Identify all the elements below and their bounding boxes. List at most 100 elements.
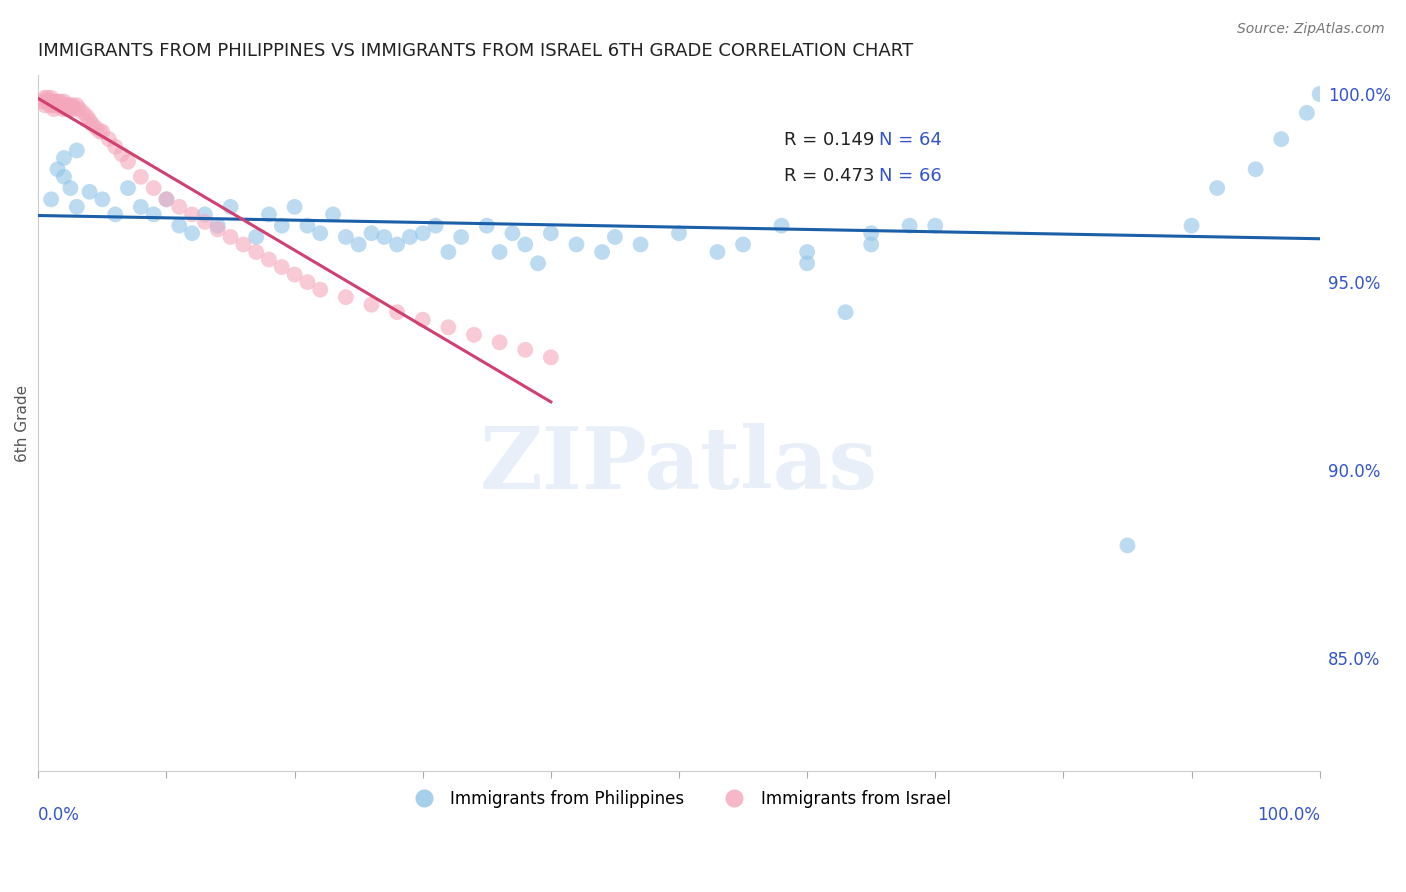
Point	[169, 200, 191, 214]
Point	[412, 226, 434, 240]
Point	[66, 144, 89, 158]
Point	[385, 237, 408, 252]
Point	[58, 102, 80, 116]
Point	[91, 125, 114, 139]
Point	[270, 260, 292, 274]
Point	[59, 181, 82, 195]
Text: Source: ZipAtlas.com: Source: ZipAtlas.com	[1237, 22, 1385, 37]
Point	[104, 207, 127, 221]
Point	[38, 95, 60, 109]
Point	[155, 192, 177, 206]
Point	[52, 102, 75, 116]
Point	[155, 192, 177, 206]
Point	[38, 95, 60, 109]
Point	[347, 237, 370, 252]
Text: IMMIGRANTS FROM PHILIPPINES VS IMMIGRANTS FROM ISRAEL 6TH GRADE CORRELATION CHAR: IMMIGRANTS FROM PHILIPPINES VS IMMIGRANT…	[38, 42, 914, 60]
Point	[924, 219, 946, 233]
Point	[129, 200, 152, 214]
Point	[1270, 132, 1292, 146]
Point	[67, 102, 90, 116]
Point	[52, 95, 75, 109]
Point	[515, 343, 537, 357]
Point	[373, 230, 395, 244]
Point	[42, 102, 65, 116]
Point	[79, 113, 101, 128]
Point	[62, 98, 84, 112]
Point	[129, 169, 152, 184]
Point	[207, 219, 229, 233]
Point	[45, 98, 67, 112]
Point	[475, 219, 498, 233]
Point	[39, 192, 62, 206]
Point	[630, 237, 652, 252]
Point	[104, 139, 127, 153]
Point	[257, 207, 280, 221]
Point	[603, 230, 626, 244]
Point	[66, 98, 89, 112]
Point	[56, 98, 79, 112]
Legend: Immigrants from Philippines, Immigrants from Israel: Immigrants from Philippines, Immigrants …	[401, 784, 957, 815]
Point	[898, 219, 921, 233]
Point	[63, 102, 86, 116]
Point	[1309, 87, 1331, 101]
Point	[76, 110, 98, 124]
Point	[515, 237, 537, 252]
Point	[284, 268, 307, 282]
Point	[297, 275, 319, 289]
Point	[501, 226, 523, 240]
Point	[91, 192, 114, 206]
Point	[72, 105, 94, 120]
Point	[232, 237, 254, 252]
Point	[66, 200, 89, 214]
Point	[207, 222, 229, 236]
Text: N = 66: N = 66	[879, 168, 942, 186]
Point	[425, 219, 447, 233]
Point	[706, 245, 728, 260]
Point	[309, 226, 332, 240]
Point	[1295, 105, 1317, 120]
Point	[117, 154, 139, 169]
Point	[60, 102, 83, 116]
Point	[46, 95, 69, 109]
Point	[412, 312, 434, 326]
Point	[257, 252, 280, 267]
Point	[52, 169, 75, 184]
Point	[42, 98, 65, 112]
Point	[360, 226, 382, 240]
Point	[46, 162, 69, 177]
Point	[1180, 219, 1202, 233]
Point	[437, 245, 460, 260]
Point	[668, 226, 690, 240]
Point	[540, 351, 562, 365]
Point	[89, 125, 111, 139]
Point	[55, 102, 77, 116]
Point	[540, 226, 562, 240]
Point	[591, 245, 613, 260]
Text: R = 0.149: R = 0.149	[783, 130, 875, 148]
Point	[488, 335, 510, 350]
Point	[450, 230, 472, 244]
Point	[194, 215, 217, 229]
Text: 100.0%: 100.0%	[1257, 806, 1320, 824]
Point	[181, 226, 204, 240]
Point	[770, 219, 793, 233]
Point	[796, 256, 818, 270]
Point	[297, 219, 319, 233]
Point	[51, 98, 73, 112]
Text: N = 64: N = 64	[879, 130, 942, 148]
Point	[860, 237, 883, 252]
Point	[834, 305, 856, 319]
Point	[169, 219, 191, 233]
Point	[1206, 181, 1229, 195]
Point	[35, 95, 58, 109]
Point	[219, 230, 242, 244]
Point	[399, 230, 422, 244]
Point	[37, 91, 59, 105]
Text: R = 0.473: R = 0.473	[783, 168, 875, 186]
Point	[731, 237, 754, 252]
Text: 0.0%: 0.0%	[38, 806, 80, 824]
Point	[245, 230, 267, 244]
Point	[34, 98, 56, 112]
Point	[49, 95, 72, 109]
Point	[322, 207, 344, 221]
